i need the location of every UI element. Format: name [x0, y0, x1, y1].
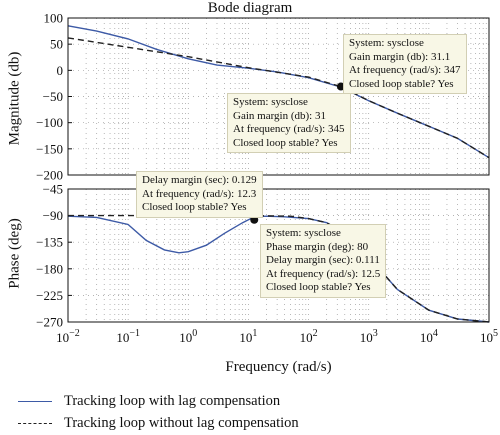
annotation-line: At frequency (rad/s): 345	[233, 123, 345, 135]
annotation-line: Gain margin (db): 31	[233, 109, 326, 122]
x-tick-label: 104	[420, 328, 438, 345]
margin-marker	[336, 82, 345, 91]
magnitude-frame	[67, 17, 490, 176]
phase-y-tick-label: −90	[43, 208, 63, 223]
phase-y-tick-label: −45	[43, 182, 63, 197]
magnitude-y-tick-label: −100	[36, 115, 63, 130]
chart-title: Bode diagram	[207, 0, 293, 16]
magnitude-y-tick-label: 100	[44, 11, 64, 26]
magnitude-y-tick-label: 50	[50, 37, 63, 52]
legend-item-lag: Tracking loop with lag compensation	[18, 390, 488, 412]
annotation-line: System: sysclose	[233, 96, 308, 108]
legend-label-lag: Tracking loop with lag compensation	[64, 392, 281, 409]
annotation-line: At frequency (rad/s): 12.5	[266, 267, 381, 280]
magnitude-series-without-lag-line	[67, 37, 490, 159]
annotation-line: System: sysclose	[266, 227, 341, 239]
x-tick-label: 10−1	[116, 328, 140, 345]
phase-margin-annotation: System: sysclose Phase margin (deg): 80 De…	[260, 224, 387, 298]
x-tick-label: 102	[300, 328, 318, 345]
magnitude-y-tick-label: −50	[43, 89, 63, 104]
annotation-line: At frequency (rad/s): 347	[349, 64, 461, 76]
x-tick-label: 105	[480, 328, 498, 345]
gain-margin-annotation-2: System: sysclose Gain margin (db): 31 At f…	[227, 93, 351, 153]
annotation-line: Delay margin (sec): 0.129	[142, 174, 257, 186]
x-axis-label: Frequency (rad/s)	[225, 359, 332, 375]
annotation-line: Closed loop stable? Yes	[349, 77, 454, 90]
phase-axis-label: Phase (deg)	[6, 218, 23, 289]
annotation-line: Delay margin (sec): 0.111	[266, 254, 380, 266]
x-tick-label: 101	[239, 328, 257, 345]
x-tick-label: 10−2	[56, 328, 80, 345]
phase-frame	[67, 188, 490, 323]
annotation-line: Closed loop stable? Yes	[266, 281, 371, 293]
legend-solid-line-icon	[18, 400, 52, 402]
phase-y-tick-label: −180	[36, 261, 63, 276]
magnitude-axis-label: Magnitude (db)	[6, 51, 23, 146]
legend-item-nolag: Tracking loop without lag compensation	[18, 412, 488, 434]
annotation-line: Closed loop stable? Yes	[233, 136, 338, 149]
x-tick-label: 103	[360, 328, 378, 345]
annotation-line: System: sysclose	[349, 37, 424, 49]
gain-margin-annotation-1: System: sysclose Gain margin (db): 31.1 At…	[343, 34, 467, 94]
phase-y-tick-label: −270	[36, 315, 63, 330]
x-tick-label: 100	[179, 328, 197, 345]
legend: Tracking loop with lag compensation Trac…	[18, 390, 488, 434]
magnitude-y-tick-label: −150	[36, 141, 63, 156]
legend-dashed-line-icon	[18, 422, 52, 424]
phase-y-tick-label: −225	[36, 288, 63, 303]
phase-y-tick-label: −135	[36, 235, 63, 250]
annotation-line: Phase margin (deg): 80	[266, 240, 369, 253]
magnitude-y-tick-label: 0	[57, 63, 64, 78]
annotation-line: Gain margin (db): 31.1	[349, 50, 451, 63]
delay-margin-annotation: Delay margin (sec): 0.129 At frequency (r…	[136, 171, 263, 218]
annotation-line: Closed loop stable? Yes	[142, 201, 247, 213]
margin-marker	[250, 215, 259, 224]
annotation-line: At frequency (rad/s): 12.3	[142, 187, 257, 200]
legend-label-nolag: Tracking loop without lag compensation	[64, 414, 299, 431]
magnitude-y-tick-label: −200	[36, 168, 63, 183]
